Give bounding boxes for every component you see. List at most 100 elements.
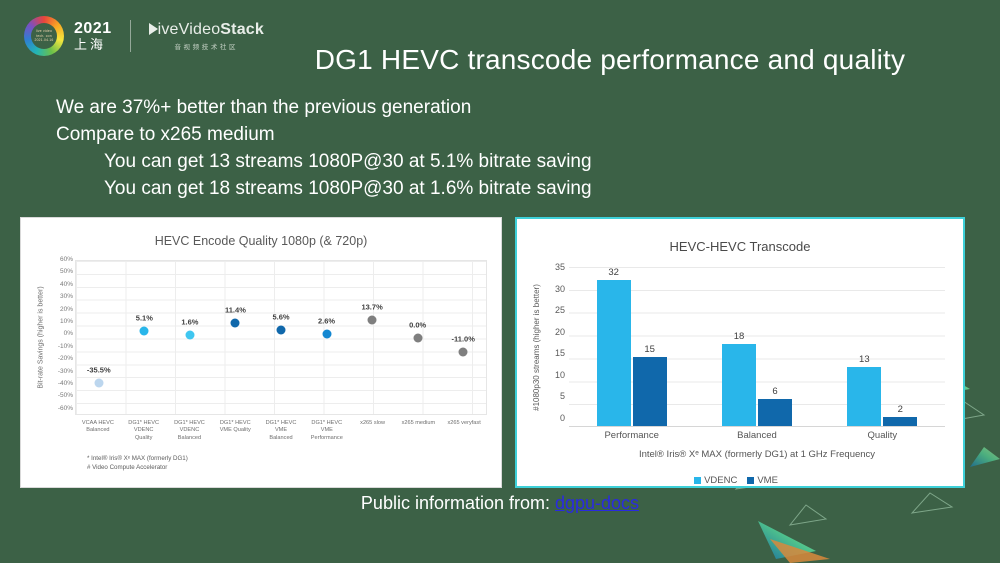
lvs-prefix: ive [157, 21, 179, 38]
conference-year-city: 2021 上海 [74, 20, 112, 52]
bullet-list: We are 37%+ better than the previous gen… [56, 94, 592, 202]
y-tick-label: 0% [63, 330, 73, 338]
dgpu-docs-link[interactable]: dgpu-docs [555, 493, 640, 513]
source-footer: Public information from: dgpu-docs [0, 493, 1000, 514]
scatter-point-label: 1.6% [181, 317, 199, 327]
y-axis-ticks: 35 30 25 20 15 10 5 0 [543, 263, 565, 427]
lvs-suffix: Stack [220, 21, 264, 38]
y-tick-label: 40% [59, 280, 73, 288]
bar-value-label: 2 [897, 403, 903, 415]
y-tick-label: 5 [559, 391, 565, 402]
y-tick-label: -20% [57, 355, 73, 363]
scatter-point [458, 347, 468, 357]
bar-value-label: 13 [859, 353, 870, 365]
conference-ring-logo: live video tech. con 2021.04.16 [24, 16, 64, 56]
chart-panel-transcode: HEVC-HEVC Transcode #1080p30 streams (hi… [515, 217, 965, 488]
bullet-item: You can get 13 streams 1080P@30 at 5.1% … [104, 151, 592, 172]
bar-value-label: 15 [644, 344, 655, 356]
legend-item[interactable]: VME [747, 475, 778, 486]
x-tick-label: x265 veryfast [447, 420, 481, 426]
chart-body: #1080p30 streams (higher is better) 35 30… [527, 263, 945, 486]
chart-title: HEVC-HEVC Transcode [669, 239, 811, 254]
ring-text-line1: live video [35, 29, 53, 34]
chart-panel-encode-quality: HEVC Encode Quality 1080p (& 720p) Bit-r… [20, 217, 502, 488]
livevideostack-wordmark: iveVideoStack [148, 21, 264, 39]
y-tick-label: 60% [59, 256, 73, 263]
scatter-point [413, 333, 423, 342]
lvs-mid: Video [178, 21, 221, 38]
y-tick-label: 30% [59, 293, 73, 301]
footnote: # Video Compute Accelerator [87, 464, 168, 471]
bar-vdenc [596, 279, 631, 426]
x-axis-labels: VCAA HEVC Balanced DG1* HEVC VDENC Qualit… [75, 417, 487, 453]
bar-value-label: 6 [772, 385, 778, 397]
bar-chart: HEVC-HEVC Transcode #1080p30 streams (hi… [527, 229, 953, 486]
bullet-item: Compare to x265 medium [56, 124, 275, 145]
plot-area: -35.5% 5.1% 1.6% 11.4% 5.6% 2.6% 13.7% 0.0% -11.… [75, 260, 487, 415]
scatter-point-label: 5.1% [135, 313, 153, 323]
legend-swatch-icon [747, 477, 755, 484]
play-icon [148, 23, 158, 35]
y-axis-label-text: #1080p30 streams (higher is better) [531, 283, 541, 411]
chart-body: Bit-rate Savings (higher is better) 60% 5… [29, 256, 487, 479]
y-tick-label: -60% [57, 404, 73, 412]
scatter-point [230, 318, 240, 328]
y-tick-label: 10% [59, 318, 73, 326]
y-axis-ticks: 60% 50% 40% 30% 20% 10% 0% -10% -20% -30% -40% -50%… [47, 256, 73, 415]
scatter-point-label: 13.7% [361, 302, 383, 312]
scatter-point-label: -11.0% [451, 334, 475, 344]
x-tick-label: x265 medium [401, 420, 436, 426]
scatter-point-label: 2.6% [317, 316, 336, 326]
x-axis-title: Intel® Iris® Xᵉ MAX (formerly DG1) at 1 … [638, 449, 876, 460]
bar-vme [758, 398, 792, 426]
y-axis-label: Bit-rate Savings (higher is better) [35, 260, 47, 415]
conference-city: 上海 [74, 36, 107, 52]
x-tick-label: Balanced [737, 430, 777, 441]
bullet-item: We are 37%+ better than the previous gen… [56, 97, 472, 118]
ring-text-line2: tech. con [36, 33, 52, 38]
scatter-point [139, 326, 149, 336]
y-tick-label: 30 [554, 283, 565, 294]
x-tick-label: DG1* HEVC VME Performance [310, 420, 343, 441]
plot-area: 32 15 18 6 13 2 [569, 267, 945, 427]
y-axis-label: #1080p30 streams (higher is better) [529, 267, 543, 427]
x-tick-label: DG1* HEVC VME Balanced [265, 420, 297, 441]
ring-inner-text: live video tech. con 2021.04.16 [31, 23, 57, 49]
y-tick-label: -10% [57, 342, 73, 350]
scatter-point [367, 315, 377, 325]
y-tick-label: 20% [59, 305, 73, 313]
y-tick-label: 15 [554, 348, 565, 359]
scatter-point [185, 330, 195, 340]
legend-label: VME [757, 475, 778, 486]
scatter-point-label: -35.5% [86, 365, 111, 375]
x-tick-label: DG1* HEVC VME Quality [219, 420, 251, 434]
x-tick-label: Performance [604, 430, 659, 441]
bar-vme [883, 416, 918, 426]
slide-title: DG1 HEVC transcode performance and quali… [314, 44, 906, 75]
y-tick-label: 25 [554, 305, 565, 316]
y-tick-label: 10 [554, 369, 565, 380]
chart-footnotes: * Intel® Iris® Xᵉ MAX (formerly DG1) # V… [87, 454, 188, 472]
y-tick-label: -30% [57, 367, 73, 375]
x-tick-label: VCAA HEVC Balanced [81, 420, 114, 434]
bullet-item: You can get 18 streams 1080P@30 at 1.6% … [104, 178, 592, 199]
x-tick-label: DG1* HEVC VDENC Quality [128, 420, 160, 441]
bar-vdenc [722, 343, 756, 426]
x-tick-label: Quality [867, 430, 898, 441]
bar-group [596, 279, 667, 426]
bar-value-label: 18 [733, 330, 745, 342]
legend-label: VDENC [704, 475, 738, 486]
legend-swatch-icon [694, 477, 702, 484]
scatter-point-label: 5.6% [272, 312, 290, 322]
bar-vme [632, 357, 667, 426]
y-tick-label: -50% [57, 392, 73, 400]
scatter-point-label: 0.0% [409, 320, 427, 329]
chart-legend: VDENC VME [527, 475, 945, 486]
x-axis-labels: Performance Balanced Quality [569, 430, 945, 446]
legend-item[interactable]: VDENC [694, 475, 737, 486]
brand-logo-bar: live video tech. con 2021.04.16 2021 上海 … [24, 16, 264, 56]
y-tick-label: -40% [57, 380, 73, 388]
y-axis-label-text: Bit-rate Savings (higher is better) [37, 286, 45, 389]
scatter-point [94, 378, 104, 388]
chart-title: HEVC Encode Quality 1080p (& 720p) [154, 234, 368, 248]
